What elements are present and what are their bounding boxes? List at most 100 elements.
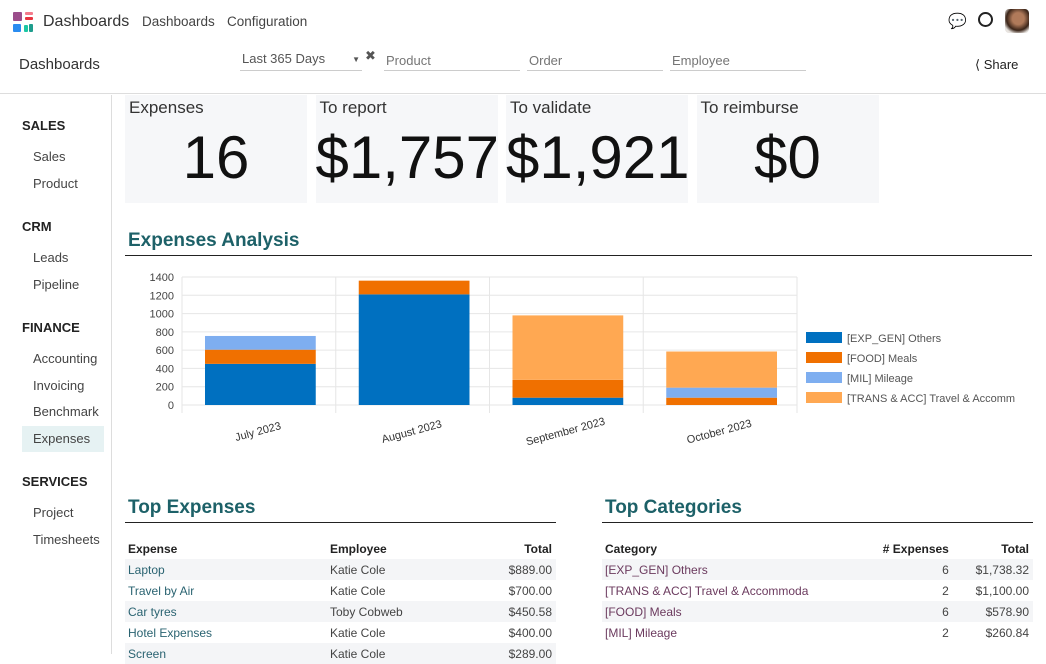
- expense-name[interactable]: Car tyres: [125, 601, 330, 622]
- expenses-chart: 0 200 400 600 800 1000 1200 1400 July 2023 August…: [150, 262, 1035, 452]
- kpi-card[interactable]: To reimburse $0: [696, 95, 879, 203]
- legend-label: [TRANS & ACC] Travel & Accommodation: [847, 393, 1035, 405]
- share-button[interactable]: ⟨ Share: [975, 57, 1018, 73]
- sidebar-section-finance: FINANCE: [22, 320, 80, 335]
- kpi-value: $1,757: [315, 124, 500, 191]
- sidebar-item-expenses[interactable]: Expenses: [22, 425, 104, 452]
- category-count: 6: [852, 559, 949, 580]
- sidebar: SALES Sales Product CRM Leads Pipeline FINANCE…: [0, 95, 112, 654]
- sidebar-section-crm: CRM: [22, 219, 52, 234]
- category-name[interactable]: [MIL] Mileage: [605, 625, 678, 640]
- sidebar-item-timesheets[interactable]: Timesheets: [33, 531, 100, 547]
- clear-filter-icon[interactable]: ✖: [365, 48, 376, 63]
- category-total: $1,100.00: [975, 583, 1029, 598]
- table-row[interactable]: Car tyres Toby Cobweb $450.58: [125, 601, 556, 622]
- bar-segment: [512, 397, 624, 405]
- category-name[interactable]: [FOOD] Meals: [602, 601, 852, 622]
- sidebar-section-services: SERVICES: [22, 474, 88, 489]
- bar-segment: [205, 363, 316, 405]
- order-filter-input[interactable]: [527, 51, 663, 71]
- col-category: Category: [605, 542, 658, 556]
- sidebar-item-pipeline[interactable]: Pipeline: [33, 276, 80, 292]
- chat-icon[interactable]: 💬: [948, 13, 967, 30]
- col-cat-total: Total: [1001, 542, 1029, 556]
- col-count: # Expenses: [882, 542, 949, 556]
- top-categories-table: Category # Expenses Total [EXP_GEN] Others…: [602, 539, 1033, 643]
- bar-segment: [205, 335, 316, 350]
- kpi-card[interactable]: Expenses 16: [125, 95, 307, 203]
- sidebar-item-benchmark[interactable]: Benchmark: [33, 404, 99, 419]
- bar-segment: [666, 387, 777, 398]
- x-tick-label: July 2023: [234, 420, 283, 444]
- date-filter-value: Last 365 Days: [242, 51, 326, 66]
- category-count: 2: [942, 625, 949, 640]
- sidebar-section-sales: SALES: [22, 118, 66, 133]
- table-row[interactable]: Travel by Air Katie Cole $700.00: [125, 580, 556, 601]
- col-total: Total: [524, 542, 552, 556]
- legend-swatch: [806, 332, 842, 343]
- employee-name: Katie Cole: [330, 583, 386, 598]
- bar-segment: [666, 397, 777, 405]
- clock-icon[interactable]: [978, 12, 993, 27]
- sidebar-item-invoicing[interactable]: Invoicing: [33, 377, 85, 393]
- product-filter-input[interactable]: [384, 51, 520, 71]
- kpi-label: Expenses: [129, 98, 204, 117]
- legend-label: [EXP_GEN] Others: [847, 333, 942, 345]
- sidebar-item-accounting[interactable]: Accounting: [33, 351, 98, 366]
- category-name[interactable]: [TRANS & ACC] Travel & Accommoda: [605, 583, 809, 598]
- category-total: $260.84: [985, 625, 1029, 640]
- y-tick-label: 400: [156, 363, 174, 375]
- menu-configuration[interactable]: Configuration: [227, 14, 308, 29]
- bar-segment: [358, 280, 470, 295]
- kpi-card[interactable]: To validate $1,921: [506, 95, 690, 203]
- expense-name[interactable]: Hotel Expenses: [128, 625, 213, 640]
- bar-segment: [666, 351, 777, 388]
- menu-dashboards[interactable]: Dashboards: [142, 14, 215, 29]
- share-label: Share: [983, 57, 1019, 72]
- table-row[interactable]: [MIL] Mileage 2 $260.84: [602, 622, 1033, 643]
- avatar[interactable]: [1005, 9, 1029, 33]
- expense-total: $700.00: [508, 583, 552, 598]
- top-categories-title: Top Categories: [602, 497, 1033, 523]
- table-row[interactable]: Laptop Katie Cole $889.00: [125, 559, 556, 580]
- x-tick-label: August 2023: [380, 418, 443, 446]
- y-tick-label: 1400: [150, 272, 174, 284]
- employee-name: Katie Cole: [330, 625, 386, 640]
- app-logo-icon[interactable]: [13, 12, 35, 32]
- kpi-card[interactable]: To report $1,757: [315, 95, 500, 203]
- legend-label: [FOOD] Meals: [847, 353, 918, 365]
- kpi-label: To validate: [510, 98, 592, 117]
- employee-filter-input[interactable]: [670, 51, 806, 71]
- expense-name[interactable]: Travel by Air: [128, 583, 195, 598]
- y-tick-label: 800: [156, 327, 174, 339]
- table-row[interactable]: [FOOD] Meals 6 $578.90: [602, 601, 1033, 622]
- bar-segment: [358, 294, 470, 405]
- date-filter-select[interactable]: Last 365 Days ▼: [240, 51, 362, 71]
- category-name[interactable]: [EXP_GEN] Others: [602, 559, 852, 580]
- y-tick-label: 600: [156, 345, 174, 357]
- top-navbar: Dashboards Dashboards Configuration 💬: [0, 0, 1046, 44]
- sidebar-item-project[interactable]: Project: [33, 505, 74, 520]
- table-row[interactable]: [EXP_GEN] Others 6 $1,738.32: [602, 559, 1033, 580]
- share-icon: ⟨: [975, 57, 981, 72]
- employee-name: Katie Cole: [330, 559, 467, 580]
- legend-swatch: [806, 372, 842, 383]
- control-panel: Dashboards Last 365 Days ▼ ✖ ⟨ Share: [0, 44, 1046, 94]
- sidebar-item-leads[interactable]: Leads: [33, 250, 69, 265]
- breadcrumb: Dashboards: [19, 56, 100, 73]
- table-row[interactable]: Hotel Expenses Katie Cole $400.00: [125, 622, 556, 643]
- category-total: $578.90: [948, 601, 1033, 622]
- table-row[interactable]: [TRANS & ACC] Travel & Accommoda 2 $1,100.…: [602, 580, 1033, 601]
- sidebar-item-product[interactable]: Product: [33, 175, 78, 191]
- col-employee: Employee: [330, 542, 387, 556]
- category-count: 2: [942, 583, 949, 598]
- expense-name[interactable]: Laptop: [125, 559, 330, 580]
- y-tick-label: 1200: [150, 290, 174, 302]
- bar-segment: [512, 315, 624, 380]
- expense-total: $450.58: [466, 601, 556, 622]
- app-title[interactable]: Dashboards: [43, 13, 130, 30]
- kpi-value: $1,921: [506, 124, 690, 191]
- expense-total: $889.00: [466, 559, 556, 580]
- sidebar-item-sales[interactable]: Sales: [33, 149, 66, 164]
- top-expenses-title: Top Expenses: [125, 497, 556, 523]
